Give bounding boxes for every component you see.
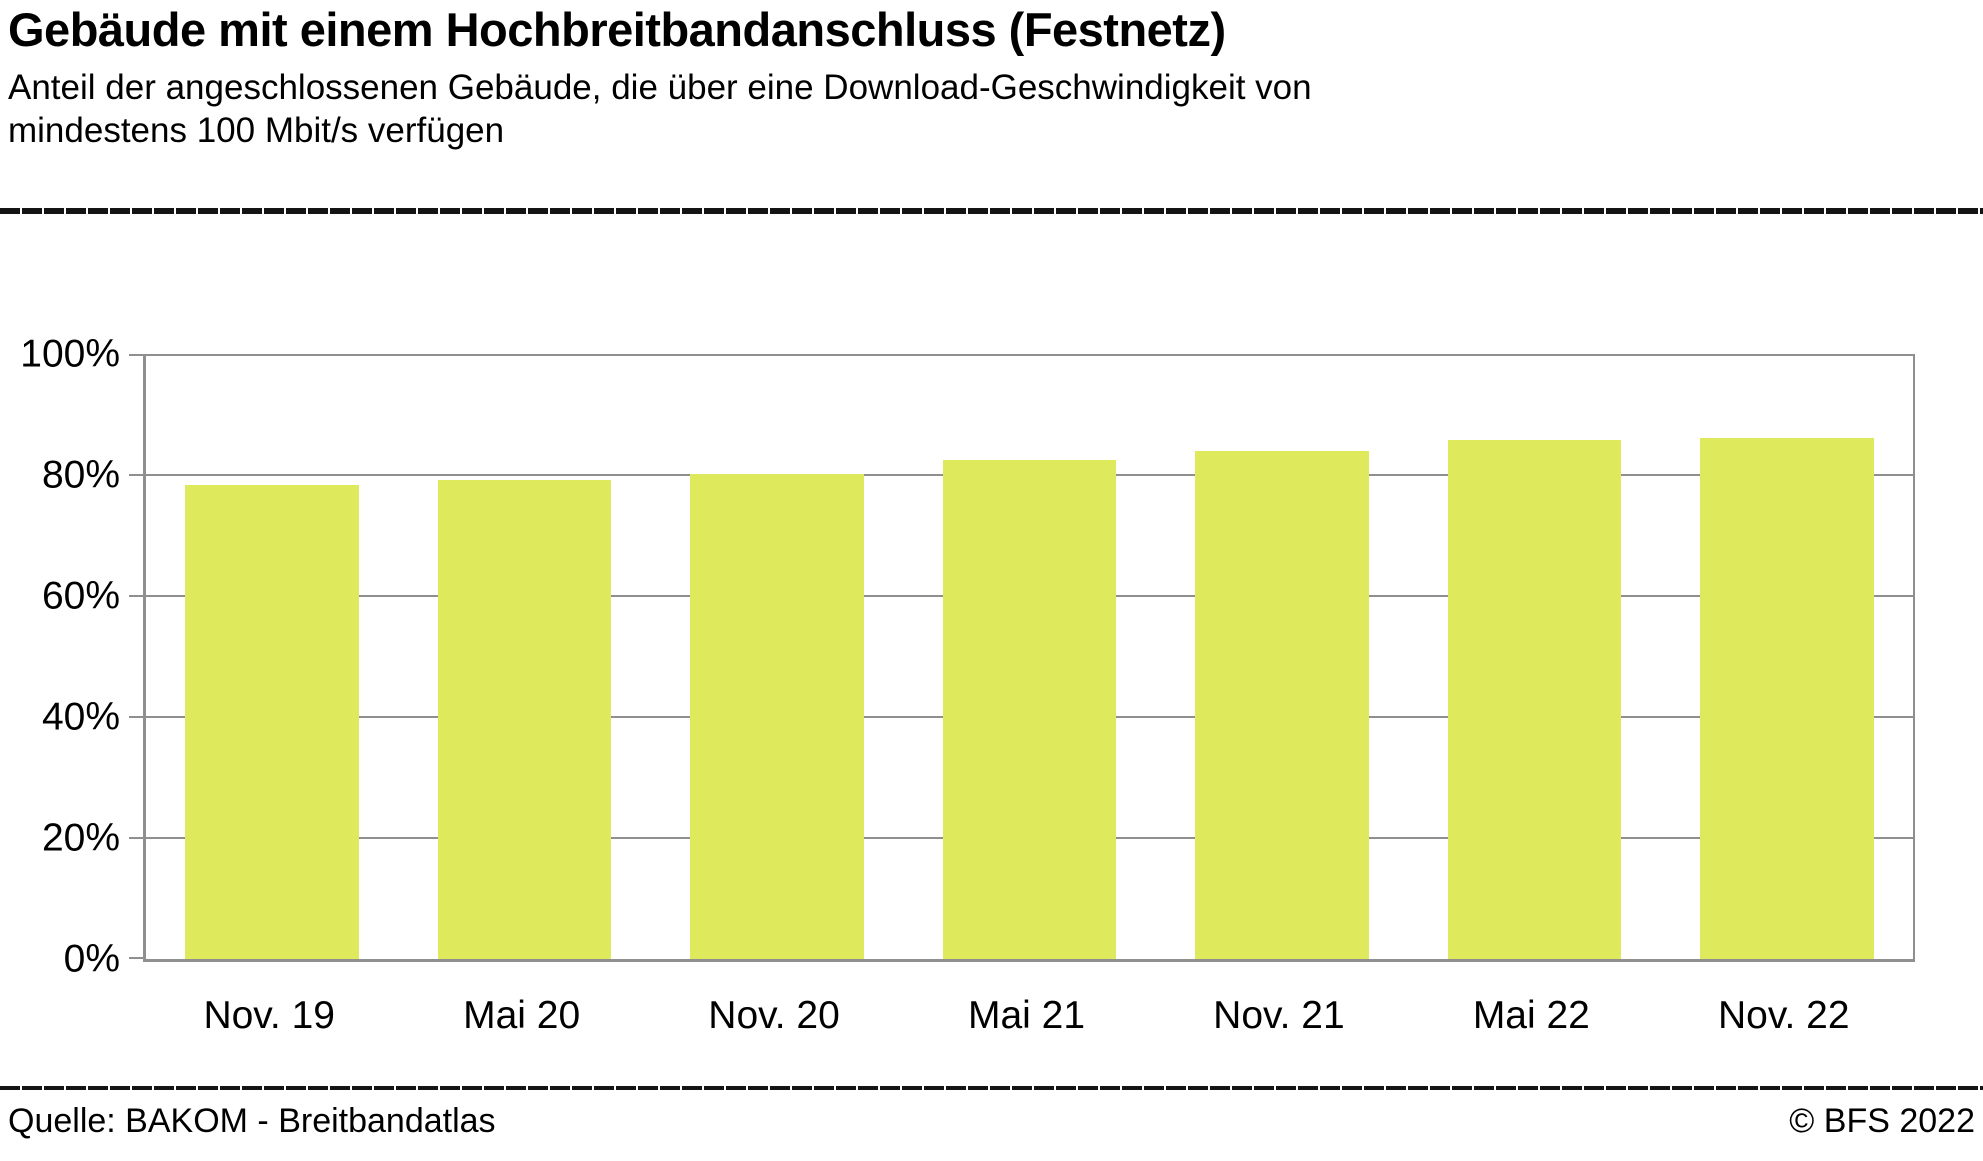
page-title: Gebäude mit einem Hochbreitbandanschluss… [8, 3, 1226, 56]
y-tick-20 [129, 837, 144, 839]
x-axis-label-nov-21: Nov. 21 [1213, 994, 1345, 1037]
x-axis-label-nov-19: Nov. 19 [203, 994, 335, 1037]
bar-nov-19 [185, 485, 360, 959]
chart-footer: Quelle: BAKOM - Breitbandatlas © BFS 202… [8, 1102, 1975, 1141]
chart-subtitle-line2: mindestens 100 Mbit/s verfügen [8, 111, 505, 151]
x-axis-label-mai-22: Mai 22 [1472, 994, 1590, 1037]
y-tick-100 [129, 354, 144, 356]
bar-mai-21 [942, 460, 1117, 959]
copyright-text: © BFS 2022 [1789, 1102, 1975, 1140]
bar-mai-20 [437, 479, 612, 959]
bar-nov-21 [1195, 451, 1369, 959]
x-axis-label-nov-22: Nov. 22 [1718, 994, 1850, 1037]
header-divider [0, 208, 1983, 214]
bar-chart-plot-area [129, 354, 1915, 962]
x-axis-label-mai-20: Mai 20 [463, 994, 581, 1037]
x-axis: Nov. 19 Mai 20 Nov. 20 Mai 21 Nov. 21 Mai 22 N… [143, 993, 1915, 1045]
bar-nov-20 [690, 473, 864, 959]
y-axis-label-60: 60% [41, 574, 120, 618]
y-tick-80 [129, 474, 144, 476]
gridline-100 [146, 354, 1913, 356]
chart-subtitle: Anteil der angeschlossenen Gebäude, die … [8, 66, 1312, 152]
chart-subtitle-line1: Anteil der angeschlossenen Gebäude, die … [8, 68, 1312, 107]
y-tick-0 [129, 957, 144, 959]
x-axis-label-mai-21: Mai 21 [967, 994, 1086, 1037]
y-axis: 0% 20% 40% 60% 80% 100% [0, 335, 128, 979]
source-text: Quelle: BAKOM - Breitbandatlas [8, 1102, 496, 1140]
y-axis-label-100: 100% [20, 332, 120, 376]
bar-mai-22 [1447, 439, 1622, 959]
x-axis-label-nov-20: Nov. 20 [708, 994, 840, 1037]
y-tick-40 [129, 716, 144, 718]
footer-divider [0, 1086, 1983, 1090]
bar-nov-22 [1699, 437, 1874, 959]
y-axis-label-80: 80% [41, 453, 120, 497]
y-tick-60 [129, 595, 144, 597]
y-axis-label-40: 40% [41, 695, 120, 739]
y-axis-label-0: 0% [63, 937, 120, 981]
y-axis-label-20: 20% [41, 816, 120, 860]
